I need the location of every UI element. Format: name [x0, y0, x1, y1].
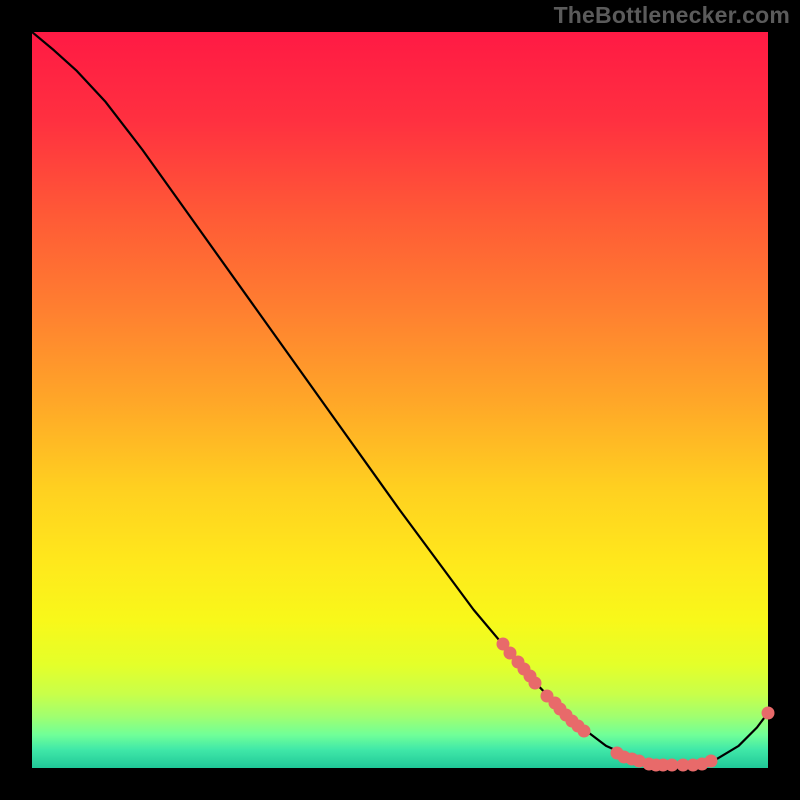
curve-layer: [32, 32, 768, 768]
data-point-marker: [704, 754, 717, 767]
plot-area: [32, 32, 768, 768]
data-point-marker: [529, 676, 542, 689]
data-point-marker: [762, 706, 775, 719]
attribution-text: TheBottlenecker.com: [554, 2, 790, 29]
curve-path: [32, 32, 768, 765]
data-point-marker: [578, 725, 591, 738]
chart-container: TheBottlenecker.com: [0, 0, 800, 800]
